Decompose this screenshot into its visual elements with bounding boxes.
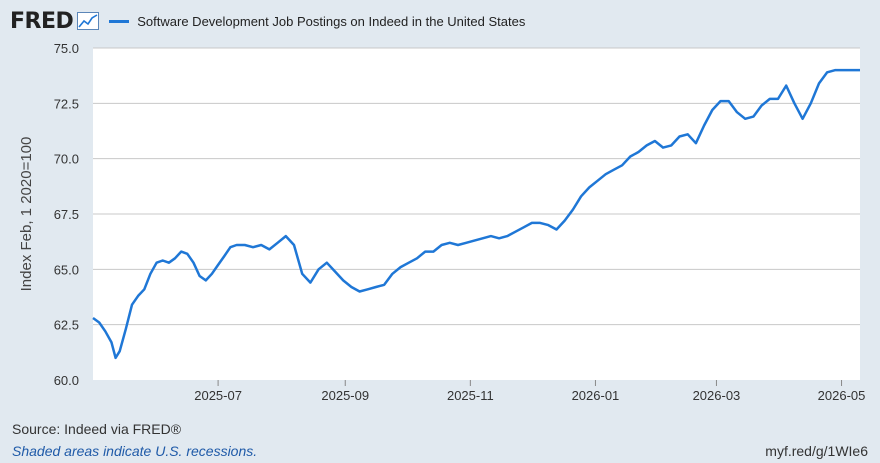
x-tick-label: 2026-05: [818, 388, 866, 403]
y-tick-label: 72.5: [54, 96, 79, 111]
x-axis: 2025-07 2025-09 2025-11 2026-01 2026-03 2026-…: [194, 380, 865, 403]
recession-note: Shaded areas indicate U.S. recessions.: [12, 443, 258, 459]
source-note: Source: Indeed via FRED®: [12, 421, 182, 437]
y-axis-label: Index Feb, 1 2020=100: [18, 137, 35, 292]
y-tick-label: 65.0: [54, 262, 79, 277]
chart-header: FRED Software Development Job Postings o…: [10, 6, 525, 36]
y-tick-label: 60.0: [54, 373, 79, 388]
chart-line-icon: [77, 12, 100, 30]
y-tick-label: 75.0: [54, 41, 79, 56]
legend: Software Development Job Postings on Ind…: [109, 14, 525, 29]
y-tick-label: 62.5: [54, 318, 79, 333]
x-tick-label: 2025-11: [447, 388, 494, 403]
legend-swatch: [109, 19, 130, 23]
x-tick-label: 2026-03: [693, 388, 741, 403]
y-tick-label: 70.0: [54, 152, 79, 167]
fred-logo[interactable]: FRED: [10, 8, 74, 34]
x-tick-label: 2025-09: [321, 388, 369, 403]
legend-label: Software Development Job Postings on Ind…: [137, 13, 526, 29]
series-line: [92, 68, 860, 360]
x-tick-label: 2026-01: [572, 388, 620, 403]
short-url-link[interactable]: myf.red/g/1WIe6: [765, 443, 868, 459]
gridlines: [93, 47, 860, 326]
x-tick-label: 2025-07: [194, 388, 242, 403]
y-tick-label: 67.5: [54, 207, 79, 222]
y-axis: 60.0 62.5 65.0 67.5 70.0 72.5 75.0: [54, 41, 79, 388]
